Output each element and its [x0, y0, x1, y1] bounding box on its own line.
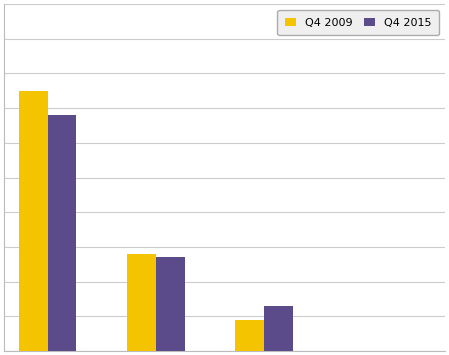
- Bar: [127, 254, 156, 351]
- Bar: [18, 91, 48, 351]
- Bar: [235, 320, 264, 351]
- Bar: [48, 115, 76, 351]
- Legend: Q4 2009, Q4 2015: Q4 2009, Q4 2015: [277, 10, 439, 36]
- Bar: [264, 306, 293, 351]
- Bar: [156, 257, 185, 351]
